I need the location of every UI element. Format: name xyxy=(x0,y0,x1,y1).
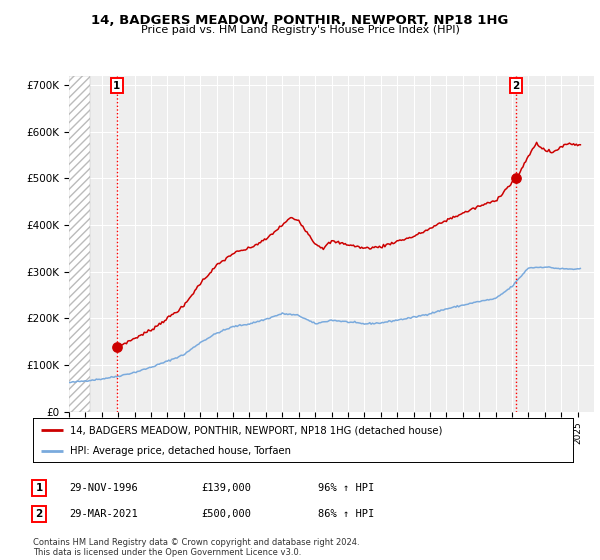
Point xyxy=(511,174,521,183)
Text: £139,000: £139,000 xyxy=(201,483,251,493)
Text: 29-MAR-2021: 29-MAR-2021 xyxy=(69,509,138,519)
Text: 2: 2 xyxy=(35,509,43,519)
Text: 14, BADGERS MEADOW, PONTHIR, NEWPORT, NP18 1HG: 14, BADGERS MEADOW, PONTHIR, NEWPORT, NP… xyxy=(91,14,509,27)
Text: 96% ↑ HPI: 96% ↑ HPI xyxy=(318,483,374,493)
Point xyxy=(112,342,122,351)
Text: 29-NOV-1996: 29-NOV-1996 xyxy=(69,483,138,493)
Text: 86% ↑ HPI: 86% ↑ HPI xyxy=(318,509,374,519)
Text: 1: 1 xyxy=(113,81,121,91)
Text: 14, BADGERS MEADOW, PONTHIR, NEWPORT, NP18 1HG (detached house): 14, BADGERS MEADOW, PONTHIR, NEWPORT, NP… xyxy=(70,425,442,435)
Text: 1: 1 xyxy=(35,483,43,493)
Text: Contains HM Land Registry data © Crown copyright and database right 2024.
This d: Contains HM Land Registry data © Crown c… xyxy=(33,538,359,557)
Text: 2: 2 xyxy=(512,81,520,91)
Text: Price paid vs. HM Land Registry's House Price Index (HPI): Price paid vs. HM Land Registry's House … xyxy=(140,25,460,35)
Text: £500,000: £500,000 xyxy=(201,509,251,519)
Text: HPI: Average price, detached house, Torfaen: HPI: Average price, detached house, Torf… xyxy=(70,446,291,456)
